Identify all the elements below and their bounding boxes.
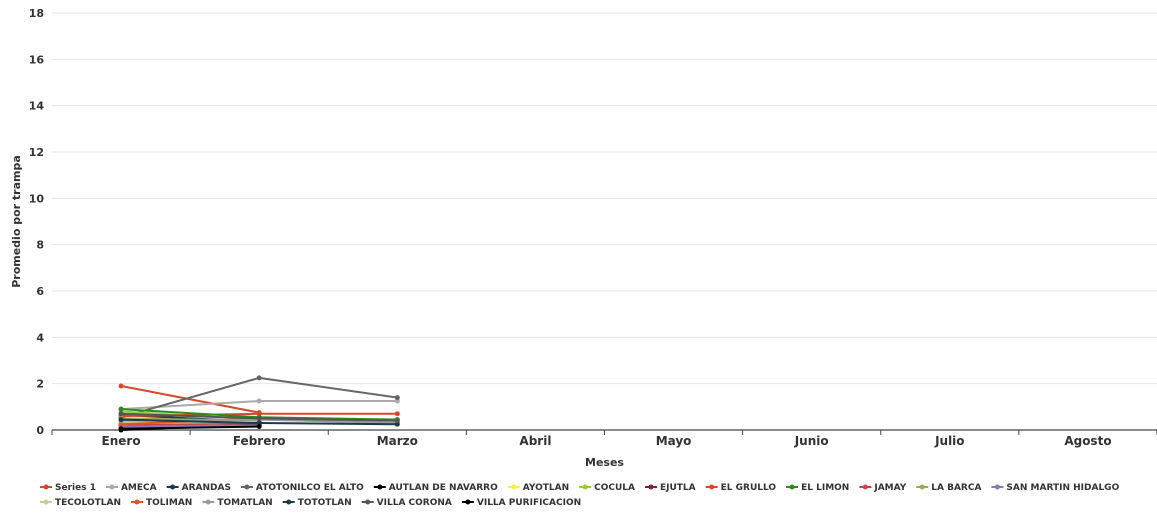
legend-label: TOMATLAN	[217, 498, 272, 508]
legend-label: VILLA PURIFICACION	[477, 498, 581, 508]
legend-marker	[109, 484, 115, 490]
y-tick-label: 0	[36, 424, 44, 437]
series-point	[394, 398, 400, 404]
x-tick-label: Junio	[794, 434, 829, 448]
legend-label: LA BARCA	[931, 483, 981, 493]
y-tick-label: 12	[29, 146, 44, 159]
x-tick-label: Julio	[934, 434, 964, 448]
series-line	[121, 425, 260, 430]
y-tick-label: 10	[29, 192, 45, 205]
legend-marker	[43, 484, 49, 490]
legend-marker	[709, 484, 715, 490]
y-tick-label: 8	[36, 239, 44, 252]
y-tick-label: 6	[36, 285, 44, 298]
series-point	[256, 420, 262, 426]
legend-label: Series 1	[55, 483, 96, 493]
legend-label: VILLA CORONA	[377, 498, 452, 508]
series-layer	[118, 375, 400, 433]
legend-label: SAN MARTIN HIDALGO	[1006, 483, 1119, 493]
x-tick-label: Agosto	[1064, 434, 1111, 448]
series-point	[394, 418, 400, 424]
y-tick-label: 18	[29, 7, 44, 20]
series-point	[256, 398, 262, 404]
legend-marker	[511, 484, 517, 490]
legend-marker	[205, 499, 211, 505]
x-tick-label: Mayo	[656, 434, 692, 448]
legend-marker	[862, 484, 868, 490]
series-line	[121, 424, 260, 428]
legend-marker	[43, 499, 49, 505]
y-tick-label: 14	[29, 100, 45, 113]
legend-label: EJUTLA	[660, 483, 696, 493]
series-point	[118, 426, 124, 432]
legend-marker	[789, 484, 795, 490]
x-tick-label: Enero	[102, 434, 141, 448]
series-point	[256, 411, 262, 417]
x-tick-label: Febrero	[233, 434, 286, 448]
legend-marker	[648, 484, 654, 490]
legend-marker	[286, 499, 292, 505]
series-point	[256, 415, 262, 421]
legend-marker	[465, 499, 471, 505]
legend-label: AUTLAN DE NAVARRO	[389, 483, 498, 493]
legend-marker	[134, 499, 140, 505]
legend-label: EL LIMON	[801, 483, 849, 493]
legend-marker	[377, 484, 383, 490]
series-point	[394, 421, 400, 427]
legend-label: JAMAY	[873, 483, 906, 493]
series-point	[118, 383, 124, 389]
series-point	[118, 411, 124, 417]
legend: Series 1 AMECA ARANDAS ATOTONILCO EL ALTO AU…	[40, 483, 1120, 508]
series-point	[256, 375, 262, 381]
legend-marker	[244, 484, 250, 490]
y-tick-label: 16	[29, 53, 45, 66]
x-axis-title: Meses	[585, 456, 624, 469]
y-axis-title: Promedio por trampa	[10, 155, 23, 288]
series-line	[120, 385, 260, 414]
legend-label: COCULA	[594, 483, 635, 493]
x-tick-label: Marzo	[377, 434, 418, 448]
legend-label: ATOTONILCO EL ALTO	[256, 483, 364, 493]
legend-marker	[582, 484, 588, 490]
series-point	[118, 417, 124, 423]
legend-label: ARANDAS	[182, 483, 231, 493]
grid-layer	[52, 12, 1157, 385]
y-tick-label: 2	[36, 378, 44, 391]
legend-label: TOTOTLAN	[298, 498, 352, 508]
legend-label: TECOLOTLAN	[55, 498, 121, 508]
y-tick-label: 4	[36, 331, 44, 344]
legend-marker	[170, 484, 176, 490]
legend-label: TOLIMAN	[146, 498, 192, 508]
series-point	[256, 424, 262, 430]
series-point	[118, 406, 124, 412]
axis-layer: 0 2 4 6 8 10 12 14 16 18 Enero Febrero Marzo Abril May…	[10, 7, 1157, 469]
legend-marker	[919, 484, 925, 490]
legend-marker	[365, 499, 371, 505]
legend-label: EL GRULLO	[721, 483, 777, 493]
series-point	[118, 421, 124, 427]
x-tick-label: Abril	[519, 434, 551, 448]
series-point	[394, 395, 400, 401]
legend-label: AYOTLAN	[523, 483, 569, 493]
series-point	[394, 411, 400, 417]
legend-label: AMECA	[121, 483, 157, 493]
legend-marker	[994, 484, 1000, 490]
